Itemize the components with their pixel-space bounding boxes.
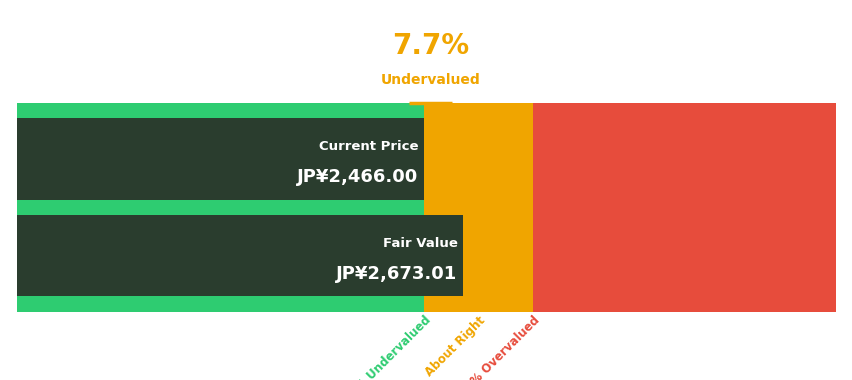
Text: 20% Overvalued: 20% Overvalued [456,314,542,380]
Text: Current Price: Current Price [318,140,417,153]
Text: 20% Undervalued: 20% Undervalued [341,314,433,380]
Bar [17,215,463,296]
Bar [17,118,423,200]
Text: Fair Value: Fair Value [382,237,457,250]
Bar [423,103,532,312]
Text: About Right: About Right [422,314,487,378]
Text: JP¥2,466.00: JP¥2,466.00 [296,168,417,185]
Text: 7.7%: 7.7% [392,32,469,60]
Text: Undervalued: Undervalued [381,73,480,87]
Bar [17,103,423,312]
Text: JP¥2,673.01: JP¥2,673.01 [336,264,457,282]
Bar [532,103,835,312]
